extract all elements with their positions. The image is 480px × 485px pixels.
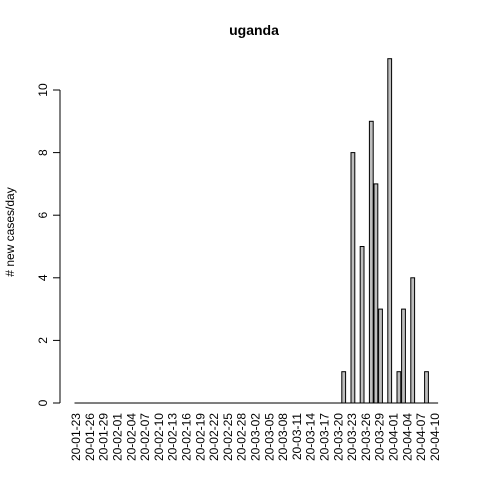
bar bbox=[374, 184, 378, 403]
bar bbox=[397, 372, 401, 403]
bar bbox=[360, 247, 364, 404]
x-tick-label: 20-01-26 bbox=[83, 413, 97, 461]
y-tick-label: 6 bbox=[36, 212, 50, 219]
x-tick-label: 20-02-25 bbox=[221, 413, 235, 461]
y-tick-label: 8 bbox=[36, 149, 50, 156]
x-tick-label: 20-03-26 bbox=[359, 413, 373, 461]
bars bbox=[75, 59, 438, 403]
x-tick-label: 20-04-04 bbox=[400, 413, 414, 461]
bar bbox=[379, 309, 383, 403]
y-axis: 0 2 4 6 8 10 bbox=[36, 83, 60, 406]
y-tick-label: 2 bbox=[36, 337, 50, 344]
x-tick-label: 20-01-29 bbox=[97, 413, 111, 461]
x-tick-label: 20-01-23 bbox=[69, 413, 83, 461]
x-tick-label: 20-03-29 bbox=[373, 413, 387, 461]
x-tick-label: 20-04-01 bbox=[386, 413, 400, 461]
x-tick-label: 20-02-10 bbox=[152, 413, 166, 461]
bar bbox=[411, 278, 415, 403]
bar bbox=[351, 153, 355, 403]
x-tick-label: 20-02-13 bbox=[166, 413, 180, 461]
bar bbox=[369, 121, 373, 403]
x-tick-label: 20-02-07 bbox=[138, 413, 152, 461]
y-tick-label: 4 bbox=[36, 274, 50, 281]
bar bbox=[425, 372, 429, 403]
x-tick-label: 20-02-16 bbox=[179, 413, 193, 461]
bar bbox=[402, 309, 406, 403]
x-tick-label: 20-04-07 bbox=[414, 413, 428, 461]
x-tick-label: 20-03-11 bbox=[290, 413, 304, 460]
bar bbox=[388, 59, 392, 403]
x-tick-label: 20-04-10 bbox=[428, 413, 442, 461]
x-tick-label: 20-03-23 bbox=[345, 413, 359, 461]
x-tick-label: 20-02-28 bbox=[235, 413, 249, 461]
chart-title: uganda bbox=[229, 22, 279, 38]
x-tick-label: 20-03-02 bbox=[248, 413, 262, 461]
x-tick-label: 20-02-01 bbox=[110, 413, 124, 461]
x-tick-label: 20-03-20 bbox=[331, 413, 345, 461]
x-tick-label: 20-02-22 bbox=[207, 413, 221, 461]
y-tick-label: 10 bbox=[36, 83, 50, 97]
bar bbox=[342, 372, 346, 403]
x-tick-label: 20-02-19 bbox=[193, 413, 207, 461]
x-tick-label: 20-03-08 bbox=[276, 413, 290, 461]
y-axis-label: # new cases/day bbox=[3, 187, 17, 276]
y-tick-label: 0 bbox=[36, 399, 50, 406]
x-tick-label: 20-03-05 bbox=[262, 413, 276, 461]
x-tick-label: 20-02-04 bbox=[124, 413, 138, 461]
x-tick-label: 20-03-14 bbox=[304, 413, 318, 461]
x-tick-label: 20-03-17 bbox=[317, 413, 331, 461]
